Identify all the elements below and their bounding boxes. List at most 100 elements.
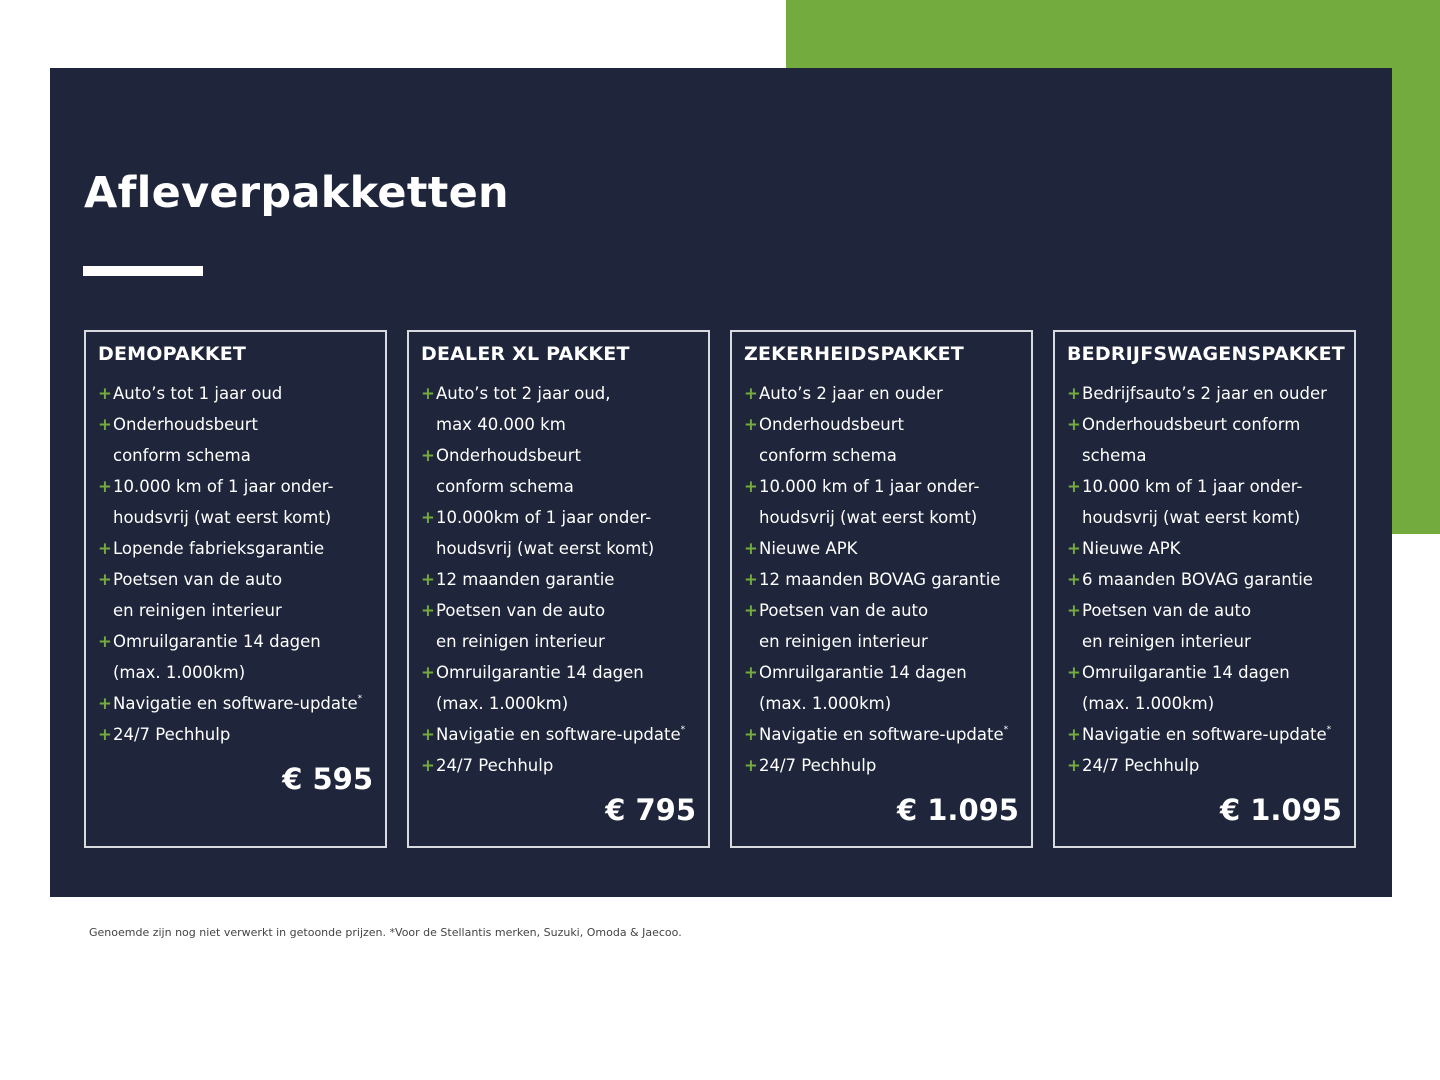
feature-text-line: en reinigen interieur: [1082, 632, 1251, 651]
plus-icon: +: [744, 756, 758, 775]
feature-text-line: Lopende fabrieksgarantie: [113, 539, 325, 558]
feature-text: 10.000 km of 1 jaar onder-: [759, 471, 1019, 502]
feature-text: Onderhoudsbeurt: [436, 440, 696, 471]
feature-text: Auto’s tot 1 jaar oud: [113, 378, 373, 409]
list-item: + Navigatie en software-update*: [98, 688, 373, 719]
feature-text-line: 12 maanden BOVAG garantie: [759, 570, 1001, 589]
plus-icon: +: [1067, 663, 1081, 682]
plus-icon: +: [744, 415, 758, 434]
feature-text-line: 12 maanden garantie: [436, 570, 615, 589]
packages-panel: Afleverpakketten DEMOPAKKET + Auto’s tot 1…: [50, 68, 1392, 897]
feature-text: Onderhoudsbeurt: [759, 409, 1019, 440]
list-item: + Nieuwe APK: [744, 533, 1019, 564]
feature-text: Omruilgarantie 14 dagen: [759, 657, 1019, 688]
package-price: € 795: [605, 793, 696, 827]
plus-icon: +: [98, 477, 112, 496]
footnote: Genoemde zijn nog niet verwerkt in getoo…: [89, 926, 682, 939]
feature-text-line: max 40.000 km: [436, 415, 566, 434]
plus-icon: +: [421, 508, 435, 527]
feature-text-line: Bedrijfsauto’s 2 jaar en ouder: [1082, 384, 1327, 403]
feature-list: + Auto’s tot 1 jaar oud + Onderhoudsbeurt co…: [98, 378, 373, 750]
feature-text: conform schema: [759, 440, 1019, 471]
footnote-marker: *: [1003, 725, 1009, 735]
feature-text-line: 24/7 Pechhulp: [759, 756, 877, 775]
feature-text-line: Poetsen van de auto: [759, 601, 929, 620]
list-item: +24/7 Pechhulp: [421, 750, 696, 781]
feature-text: 10.000 km of 1 jaar onder-: [113, 471, 373, 502]
feature-text: Omruilgarantie 14 dagen: [1082, 657, 1342, 688]
list-item: + Bedrijfsauto’s 2 jaar en ouder: [1067, 378, 1342, 409]
feature-text: Onderhoudsbeurt: [113, 409, 373, 440]
feature-text: Poetsen van de auto: [1082, 595, 1342, 626]
feature-text: 12 maanden garantie: [436, 564, 696, 595]
feature-text: (max. 1.000km): [759, 688, 1019, 719]
package-card: DEALER XL PAKKET + Auto’s tot 2 jaar oud, m…: [407, 330, 710, 848]
title-underline: [83, 266, 203, 276]
feature-text: 24/7 Pechhulp: [1082, 750, 1342, 781]
feature-text-line: Nieuwe APK: [1082, 539, 1181, 558]
feature-text: Navigatie en software-update*: [1082, 719, 1342, 750]
plus-icon: +: [421, 446, 435, 465]
plus-icon: +: [1067, 384, 1081, 403]
feature-text: houdsvrij (wat eerst komt): [759, 502, 1019, 533]
list-item: + Onderhoudsbeurt conform schema: [421, 440, 696, 502]
list-item: + Poetsen van de auto en reinigen interieu…: [98, 564, 373, 626]
plus-icon: +: [744, 601, 758, 620]
feature-text-line: 10.000 km of 1 jaar onder-: [759, 477, 980, 496]
feature-text: conform schema: [436, 471, 696, 502]
feature-text-line: Onderhoudsbeurt conform: [1082, 415, 1301, 434]
feature-text: conform schema: [113, 440, 373, 471]
package-name: BEDRIJFSWAGENSPAKKET: [1067, 343, 1345, 365]
feature-text-line: houdsvrij (wat eerst komt): [759, 508, 978, 527]
list-item: +12 maanden garantie: [421, 564, 696, 595]
list-item: + Nieuwe APK: [1067, 533, 1342, 564]
feature-text-line: 24/7 Pechhulp: [436, 756, 554, 775]
feature-text-line: Omruilgarantie 14 dagen: [436, 663, 644, 682]
feature-text: houdsvrij (wat eerst komt): [1082, 502, 1342, 533]
feature-text: houdsvrij (wat eerst komt): [436, 533, 696, 564]
plus-icon: +: [421, 570, 435, 589]
feature-text: Navigatie en software-update*: [113, 688, 373, 719]
package-name: DEALER XL PAKKET: [421, 343, 630, 365]
feature-text-line: 24/7 Pechhulp: [113, 725, 231, 744]
list-item: + Omruilgarantie 14 dagen (max. 1.000km): [744, 657, 1019, 719]
feature-text: 24/7 Pechhulp: [436, 750, 696, 781]
feature-text: Poetsen van de auto: [436, 595, 696, 626]
feature-text-line: (max. 1.000km): [759, 694, 892, 713]
package-price: € 1.095: [896, 793, 1019, 827]
feature-text-line: Onderhoudsbeurt: [113, 415, 258, 434]
plus-icon: +: [98, 539, 112, 558]
feature-text-line: schema: [1082, 446, 1147, 465]
package-price: € 595: [282, 762, 373, 796]
list-item: +10.000km of 1 jaar onder-houdsvrij (wat…: [421, 502, 696, 564]
feature-text: (max. 1.000km): [1082, 688, 1342, 719]
feature-text-line: 10.000 km of 1 jaar onder-: [1082, 477, 1303, 496]
feature-text: Navigatie en software-update*: [759, 719, 1019, 750]
plus-icon: +: [744, 384, 758, 403]
feature-text: en reinigen interieur: [113, 595, 373, 626]
feature-text: 10.000 km of 1 jaar onder-: [1082, 471, 1342, 502]
package-card: DEMOPAKKET + Auto’s tot 1 jaar oud + Onderho…: [84, 330, 387, 848]
feature-text-line: conform schema: [436, 477, 574, 496]
feature-text: 24/7 Pechhulp: [759, 750, 1019, 781]
feature-text: Nieuwe APK: [759, 533, 1019, 564]
plus-icon: +: [421, 725, 435, 744]
feature-text: Nieuwe APK: [1082, 533, 1342, 564]
footnote-marker: *: [680, 725, 686, 735]
plus-icon: +: [744, 725, 758, 744]
list-item: + Auto’s tot 1 jaar oud: [98, 378, 373, 409]
feature-text-line: Omruilgarantie 14 dagen: [1082, 663, 1290, 682]
feature-text-line: houdsvrij (wat eerst komt): [113, 508, 332, 527]
feature-text: 6 maanden BOVAG garantie: [1082, 564, 1342, 595]
list-item: +6 maanden BOVAG garantie: [1067, 564, 1342, 595]
feature-text: (max. 1.000km): [113, 657, 373, 688]
list-item: + Navigatie en software-update*: [421, 719, 696, 750]
footnote-marker: *: [357, 694, 363, 704]
list-item: + Lopende fabrieksgarantie: [98, 533, 373, 564]
list-item: + Omruilgarantie 14 dagen (max. 1.000km): [421, 657, 696, 719]
list-item: + Navigatie en software-update*: [1067, 719, 1342, 750]
list-item: + Navigatie en software-update*: [744, 719, 1019, 750]
feature-text: Auto’s 2 jaar en ouder: [759, 378, 1019, 409]
feature-text: Bedrijfsauto’s 2 jaar en ouder: [1082, 378, 1342, 409]
feature-text-line: Omruilgarantie 14 dagen: [759, 663, 967, 682]
